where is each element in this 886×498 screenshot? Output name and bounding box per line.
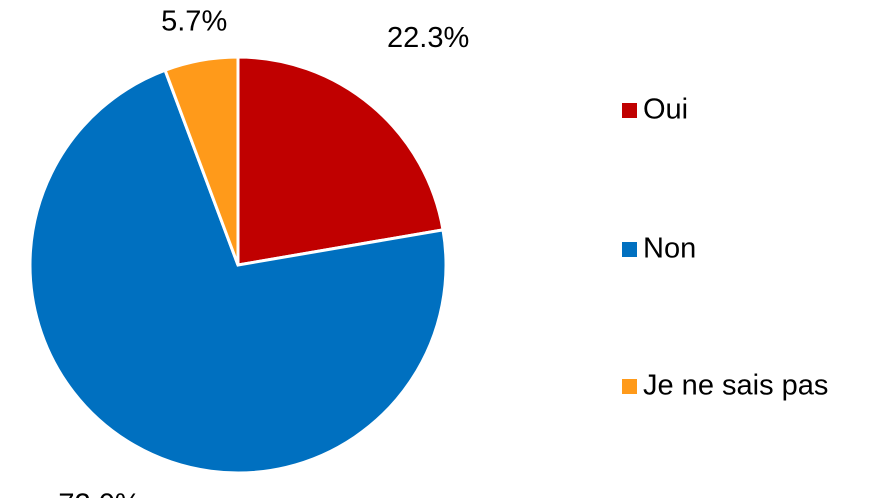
data-label: 72.0% bbox=[58, 489, 140, 498]
legend-label: Oui bbox=[643, 94, 688, 126]
legend-label: Je ne sais pas bbox=[643, 370, 828, 402]
data-label: 5.7% bbox=[161, 6, 227, 38]
legend-swatch bbox=[622, 242, 637, 257]
legend-swatch bbox=[622, 379, 637, 394]
pie-slice bbox=[28, 68, 448, 475]
legend-label: Non bbox=[643, 233, 696, 265]
pie-slice bbox=[163, 55, 240, 266]
pie-slice bbox=[236, 55, 445, 267]
data-label: 22.3% bbox=[387, 22, 469, 54]
legend-swatch bbox=[622, 103, 637, 118]
